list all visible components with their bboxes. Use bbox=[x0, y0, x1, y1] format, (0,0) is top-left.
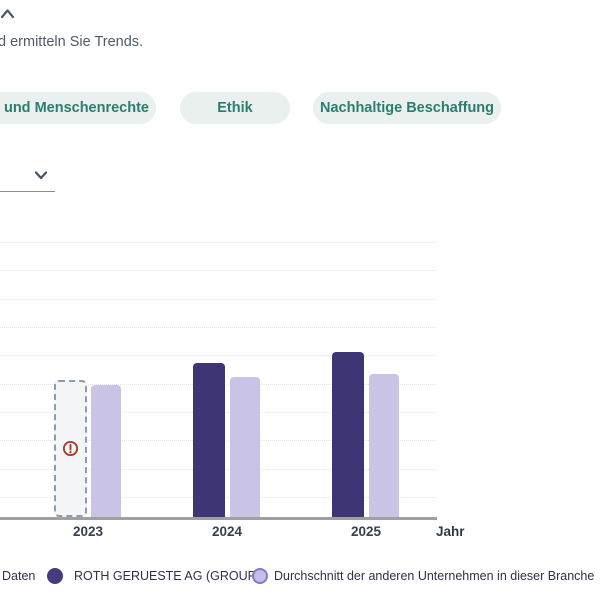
legend-item-missing-data: Daten bbox=[2, 566, 35, 586]
year-select-dropdown[interactable] bbox=[0, 154, 55, 192]
chevron-down-icon bbox=[34, 171, 48, 180]
x-axis-title: Jahr bbox=[436, 524, 465, 539]
legend-label: Daten bbox=[2, 569, 36, 583]
bar-industry-average-2024[interactable] bbox=[230, 376, 260, 517]
x-axis-line bbox=[0, 517, 437, 520]
pill-label: - und Menschenrechte bbox=[0, 100, 149, 116]
gridline bbox=[0, 242, 437, 243]
gridline bbox=[0, 270, 437, 272]
bar-industry-average-2025[interactable] bbox=[369, 374, 399, 517]
collapse-section-button[interactable] bbox=[0, 6, 16, 19]
pill-nachhaltige-beschaffung[interactable]: Nachhaltige Beschaffung bbox=[313, 92, 501, 124]
pill-arbeits-und-menschenrechte[interactable]: - und Menschenrechte bbox=[0, 92, 156, 124]
pill-label: Ethik bbox=[217, 100, 253, 116]
bar-industry-average-2023[interactable] bbox=[91, 385, 121, 517]
bar-company-2025[interactable] bbox=[332, 352, 364, 517]
x-tick-2024: 2024 bbox=[211, 524, 243, 539]
gridline bbox=[0, 326, 437, 328]
pill-ethik[interactable]: Ethik bbox=[180, 92, 290, 124]
x-tick-2025: 2025 bbox=[350, 524, 382, 539]
gridline bbox=[0, 355, 437, 357]
x-tick-2023: 2023 bbox=[72, 524, 104, 539]
legend-swatch-company bbox=[47, 568, 63, 584]
pill-label: Nachhaltige Beschaffung bbox=[319, 100, 495, 116]
gridline bbox=[0, 298, 437, 300]
bar-company-2024[interactable] bbox=[193, 363, 225, 517]
legend-swatch-industry-average bbox=[252, 568, 268, 584]
warning-icon bbox=[62, 440, 79, 456]
intro-text: d ermitteln Sie Trends. bbox=[0, 34, 144, 50]
legend-item-company: ROTH GERUESTE AG (GROUP) bbox=[47, 566, 260, 586]
legend-label: Durchschnitt der anderen Unternehmen in … bbox=[274, 569, 595, 583]
missing-data-placeholder-2023[interactable] bbox=[54, 379, 87, 517]
legend-label: ROTH GERUESTE AG (GROUP) bbox=[74, 569, 261, 583]
legend-item-industry-average: Durchschnitt der anderen Unternehmen in … bbox=[252, 566, 594, 586]
chevron-up-icon bbox=[0, 9, 15, 19]
bar-chart-plot bbox=[0, 242, 437, 517]
